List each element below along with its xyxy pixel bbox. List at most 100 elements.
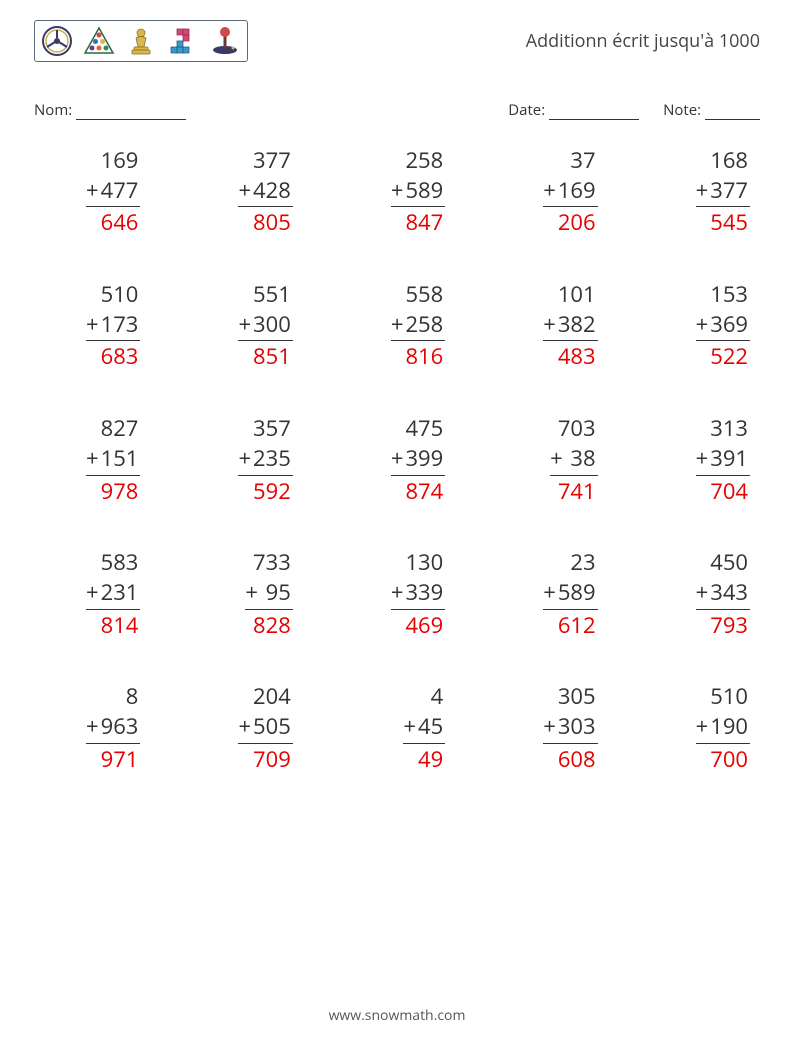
operation-symbol: + [696, 444, 711, 474]
operand-top: 305 [543, 682, 597, 712]
problem-stack: 305+303608 [543, 682, 597, 774]
billiard-rack-icon [83, 25, 115, 57]
operand-top: 23 [543, 548, 597, 578]
problem: 4+4549 [349, 682, 445, 774]
problem: 827+151978 [44, 414, 140, 506]
problem: 204+505709 [196, 682, 292, 774]
problem: 313+391704 [654, 414, 750, 506]
name-field: Nom: [34, 100, 186, 120]
answer: 545 [696, 207, 750, 238]
answer: 828 [245, 610, 292, 641]
operand-top: 153 [696, 280, 750, 310]
operation-symbol: + [238, 712, 253, 742]
problem: 450+343793 [654, 548, 750, 640]
operation-symbol: + [238, 310, 253, 340]
operand-bottom-row: +258 [391, 310, 445, 342]
problem: 130+339469 [349, 548, 445, 640]
problem: 377+428805 [196, 146, 292, 238]
operand-top: 377 [238, 146, 292, 176]
problem-stack: 4+4549 [403, 682, 445, 774]
operand-top: 703 [550, 414, 597, 444]
operation-symbol: + [391, 310, 406, 340]
problem: 510+173683 [44, 280, 140, 372]
problem: 153+369522 [654, 280, 750, 372]
answer: 709 [238, 744, 292, 775]
operand-top: 258 [391, 146, 445, 176]
operation-symbol: + [238, 176, 253, 206]
problem: 8+963971 [44, 682, 140, 774]
operation-symbol: + [391, 444, 406, 474]
problem: 23+589612 [501, 548, 597, 640]
problem-stack: 153+369522 [696, 280, 750, 372]
operand-top: 551 [238, 280, 292, 310]
worksheet-title: Additionn écrit jusqu'à 1000 [526, 29, 760, 53]
operand-bottom: 303 [558, 712, 598, 742]
problem: 169+477646 [44, 146, 140, 238]
operand-bottom: 428 [253, 176, 293, 206]
operand-bottom-row: +377 [696, 176, 750, 208]
problem: 703+ 38741 [501, 414, 597, 506]
problem-stack: 510+173683 [86, 280, 140, 372]
problem: 305+303608 [501, 682, 597, 774]
answer: 592 [238, 476, 292, 507]
problem-stack: 23+589612 [543, 548, 597, 640]
operand-top: 130 [391, 548, 445, 578]
operand-bottom: 391 [710, 444, 750, 474]
operand-bottom: 300 [253, 310, 293, 340]
operand-bottom: 169 [558, 176, 598, 206]
operation-symbol: + [391, 176, 406, 206]
operand-top: 733 [245, 548, 292, 578]
operand-bottom: 339 [405, 578, 445, 608]
operand-bottom-row: +963 [86, 712, 140, 744]
steering-wheel-icon [41, 25, 73, 57]
operand-bottom-row: +589 [543, 578, 597, 610]
problem: 558+258816 [349, 280, 445, 372]
operand-bottom: 38 [565, 444, 598, 474]
answer: 978 [86, 476, 140, 507]
operand-bottom: 173 [101, 310, 141, 340]
problem-stack: 558+258816 [391, 280, 445, 372]
operand-bottom-row: +399 [391, 444, 445, 476]
operand-bottom: 190 [710, 712, 750, 742]
operand-bottom-row: +477 [86, 176, 140, 208]
operand-bottom: 589 [558, 578, 598, 608]
operand-top: 204 [238, 682, 292, 712]
answer: 612 [543, 610, 597, 641]
chess-pawn-icon [125, 25, 157, 57]
operation-symbol: + [543, 176, 558, 206]
problem-stack: 313+391704 [696, 414, 750, 506]
answer: 483 [543, 341, 597, 372]
operand-top: 169 [86, 146, 140, 176]
answer: 646 [86, 207, 140, 238]
operand-bottom-row: +169 [543, 176, 597, 208]
operation-symbol: + [245, 578, 260, 608]
operand-bottom: 258 [405, 310, 445, 340]
operand-bottom-row: +339 [391, 578, 445, 610]
operand-bottom: 477 [101, 176, 141, 206]
operand-bottom-row: +231 [86, 578, 140, 610]
date-label: Date: [508, 100, 545, 120]
operand-bottom-row: +173 [86, 310, 140, 342]
worksheet-page: Additionn écrit jusqu'à 1000 Nom: Date: … [0, 0, 794, 1053]
problem: 510+190700 [654, 682, 750, 774]
operand-bottom: 95 [260, 578, 293, 608]
answer: 793 [696, 610, 750, 641]
name-underline [76, 104, 186, 120]
note-field: Note: [663, 100, 760, 120]
problems-grid: 169+477646377+428805258+58984737+1692061… [34, 146, 760, 774]
answer: 522 [696, 341, 750, 372]
problem-stack: 510+190700 [696, 682, 750, 774]
icon-box [34, 20, 248, 62]
operand-bottom-row: +505 [238, 712, 292, 744]
answer: 469 [391, 610, 445, 641]
problem: 551+300851 [196, 280, 292, 372]
problem: 357+235592 [196, 414, 292, 506]
operand-bottom-row: +391 [696, 444, 750, 476]
operation-symbol: + [696, 176, 711, 206]
note-underline [705, 104, 760, 120]
operation-symbol: + [696, 712, 711, 742]
problem-stack: 733+ 95828 [245, 548, 292, 640]
form-row: Nom: Date: Note: [34, 100, 760, 120]
operation-symbol: + [543, 712, 558, 742]
operand-bottom-row: +589 [391, 176, 445, 208]
